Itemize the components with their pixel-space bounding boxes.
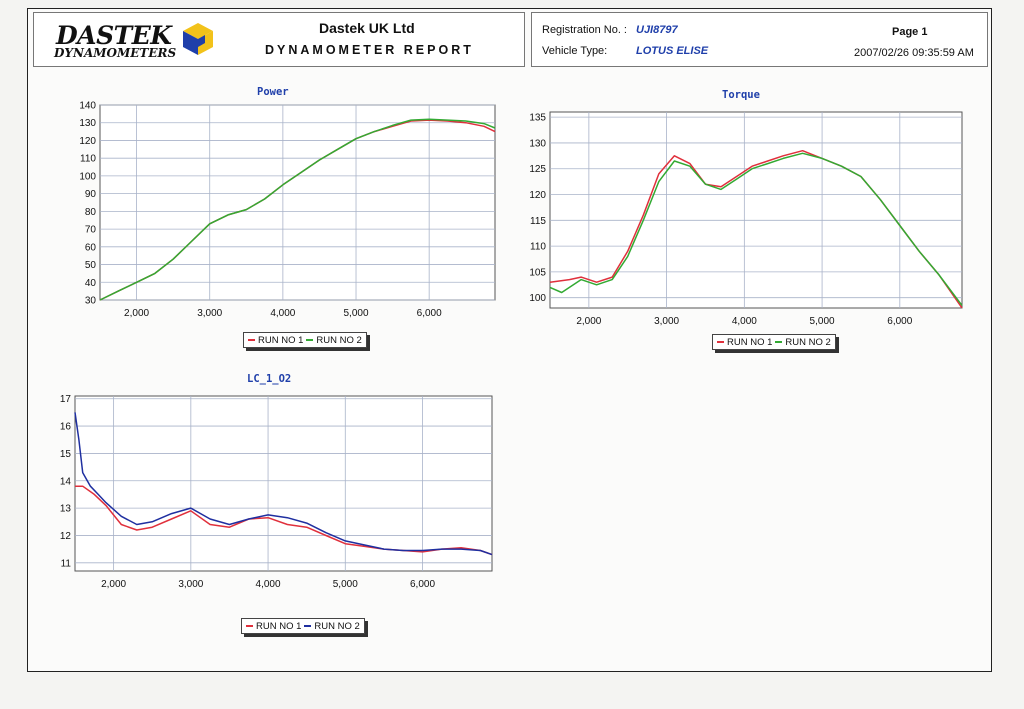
y-tick-label: 110: [80, 154, 96, 165]
logo-subtitle: DYNAMOMETERS: [54, 46, 177, 60]
x-tick-label: 5,000: [333, 579, 358, 590]
y-tick-label: 12: [60, 531, 72, 542]
x-tick-label: 5,000: [344, 308, 369, 319]
y-tick-label: 130: [529, 138, 546, 149]
power-chart: 30 40 50 60 70 80 90 100 110 120 130 140 2,000 3,000 4…: [79, 101, 496, 319]
x-tick-label: 2,000: [124, 308, 149, 319]
power-chart-legend: RUN NO 1 RUN NO 2: [243, 332, 367, 348]
legend-swatch-run1: [246, 625, 253, 627]
series-line-run2: [549, 152, 963, 306]
series-line-run2: [99, 118, 496, 301]
y-tick-label: 90: [85, 189, 97, 200]
legend-label-run1: RUN NO 1: [727, 336, 773, 348]
legend-swatch-run1: [717, 341, 724, 343]
vehicle-type-value: LOTUS ELISE: [636, 45, 709, 57]
y-tick-label: 110: [530, 242, 546, 253]
report-timestamp: 2007/02/26 09:35:59 AM: [854, 47, 974, 59]
x-tick-label: 3,000: [654, 316, 679, 327]
series-line-run2: [74, 412, 493, 556]
y-tick-label: 15: [60, 449, 72, 460]
torque-chart-legend: RUN NO 1 RUN NO 2: [712, 334, 836, 350]
x-tick-label: 3,000: [197, 308, 222, 319]
y-tick-label: 14: [60, 476, 72, 487]
logo-cube-icon: [183, 23, 213, 55]
x-tick-label: 4,000: [732, 316, 757, 327]
y-tick-label: 140: [79, 101, 96, 112]
torque-chart-title: Torque: [722, 89, 760, 101]
y-tick-label: 40: [85, 278, 97, 289]
x-tick-label: 6,000: [417, 308, 442, 319]
plot-area: [549, 111, 963, 309]
y-tick-label: 135: [529, 113, 546, 124]
y-tick-label: 105: [529, 267, 546, 278]
x-tick-label: 6,000: [410, 579, 435, 590]
legend-swatch-run2: [306, 339, 314, 341]
legend-swatch-run2: [304, 625, 312, 627]
y-tick-label: 16: [60, 422, 72, 433]
torque-chart: 100 105 110 115 120 125 130 135 2,000 3,000 4,000 5…: [529, 111, 963, 327]
legend-label-run1: RUN NO 1: [258, 334, 304, 346]
x-tick-label: 2,000: [576, 316, 601, 327]
y-tick-label: 17: [60, 394, 72, 405]
y-tick-label: 80: [85, 207, 97, 218]
plot-area: [74, 395, 493, 572]
registration-value: UJI8797: [636, 24, 678, 36]
report-header-logo-panel: DASTEK DYNAMOMETERS Dastek UK Ltd DYNAMO…: [33, 12, 525, 67]
legend-swatch-run2: [775, 341, 783, 343]
y-tick-label: 11: [61, 558, 72, 569]
power-chart-title: Power: [257, 86, 289, 98]
legend-label-run2: RUN NO 2: [785, 336, 831, 348]
x-tick-label: 5,000: [810, 316, 835, 327]
logo-wordmark: DASTEK: [56, 21, 172, 50]
x-tick-label: 2,000: [101, 579, 126, 590]
y-tick-label: 13: [60, 504, 72, 515]
lc-o2-chart: 11 12 13 14 15 16 17 2,000 3,000 4,000 5,000 6,000: [60, 394, 493, 590]
report-title: DYNAMOMETER REPORT: [265, 43, 474, 57]
y-tick-label: 130: [79, 118, 96, 129]
lc-o2-chart-title: LC_1_O2: [247, 373, 292, 385]
y-tick-label: 120: [529, 190, 546, 201]
legend-label-run2: RUN NO 2: [314, 620, 360, 632]
x-tick-label: 4,000: [270, 308, 295, 319]
y-tick-label: 60: [85, 242, 97, 253]
y-tick-label: 100: [529, 293, 546, 304]
series-line-run1: [75, 485, 493, 556]
page-number: Page 1: [892, 26, 928, 38]
x-tick-label: 3,000: [178, 579, 203, 590]
y-tick-label: 120: [79, 136, 96, 147]
y-tick-label: 70: [85, 225, 97, 236]
report-header-info-panel: Registration No. : UJI8797 Vehicle Type:…: [531, 12, 988, 67]
y-tick-label: 50: [85, 260, 97, 271]
x-tick-label: 6,000: [887, 316, 912, 327]
y-tick-label: 30: [85, 296, 97, 307]
legend-swatch-run1: [248, 339, 255, 341]
vehicle-type-label: Vehicle Type:: [542, 45, 608, 57]
y-tick-label: 115: [530, 216, 546, 227]
y-tick-label: 125: [529, 164, 546, 175]
legend-label-run1: RUN NO 1: [256, 620, 302, 632]
registration-label: Registration No. :: [542, 24, 627, 36]
y-tick-label: 100: [79, 171, 96, 182]
company-name: Dastek UK Ltd: [319, 20, 415, 36]
lc-o2-chart-legend: RUN NO 1 RUN NO 2: [241, 618, 365, 634]
legend-label-run2: RUN NO 2: [316, 334, 362, 346]
x-tick-label: 4,000: [256, 579, 281, 590]
